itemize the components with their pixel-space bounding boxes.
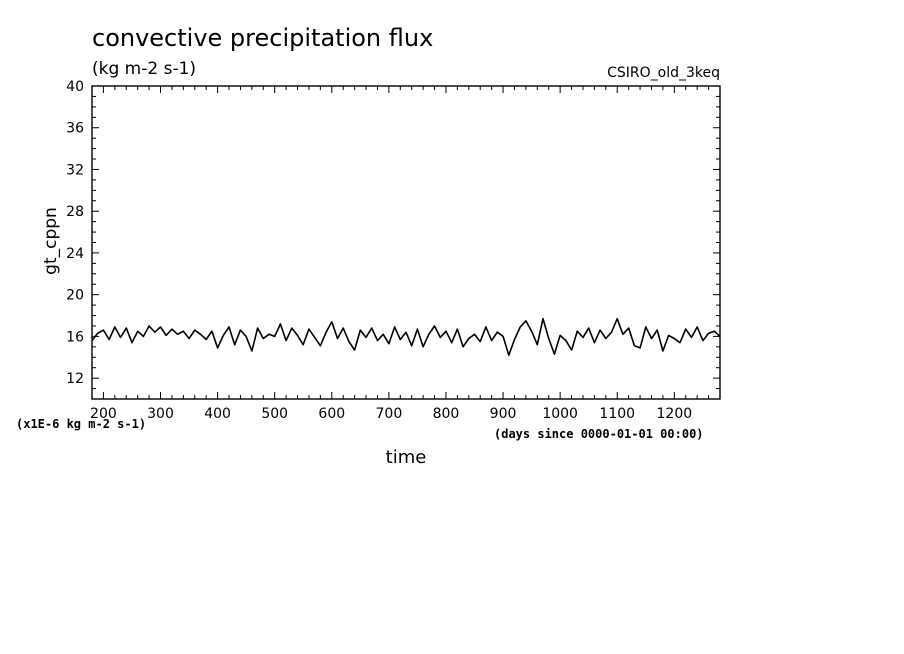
y-tick-label: 28 (66, 204, 84, 220)
x-tick-label: 400 (204, 406, 231, 422)
chart-units: (kg m-2 s-1) (92, 59, 196, 79)
axes: 200 300 400 500 600 700 800 900 1000 1100 1200 12 16… (66, 79, 721, 422)
x-tick-label: 900 (490, 406, 517, 422)
x-tick-label: 1000 (542, 406, 578, 422)
plot-frame (91, 85, 721, 400)
chart-title: convective precipitation flux (92, 24, 433, 52)
x-axis-label: time (386, 447, 427, 468)
x-tick-label: 1100 (599, 406, 635, 422)
y-tick-label: 36 (66, 121, 84, 137)
x-tick-label: 700 (376, 406, 403, 422)
plot-area (91, 317, 721, 357)
y-tick-label: 20 (66, 288, 84, 304)
x-tick-label: 300 (147, 406, 174, 422)
dataset-tag: CSIRO_old_3keq (607, 65, 720, 81)
time-units-note: (days since 0000-01-01 00:00) (494, 427, 704, 441)
x-tick-label: 1200 (657, 406, 693, 422)
x-tick-label: 500 (261, 406, 288, 422)
y-tick-label: 12 (66, 371, 84, 387)
x-tick-label: 800 (433, 406, 460, 422)
x-tick-label: 600 (318, 406, 345, 422)
scale-note: (x1E-6 kg m-2 s-1) (16, 417, 146, 431)
y-tick-label: 16 (66, 329, 84, 345)
x-tick-label: 200 (90, 406, 117, 422)
y-tick-label: 40 (66, 79, 84, 95)
y-axis-label: gt_cppn (41, 207, 61, 275)
y-tick-label: 24 (66, 246, 84, 262)
y-tick-label: 32 (66, 162, 84, 178)
series-line (91, 317, 721, 357)
